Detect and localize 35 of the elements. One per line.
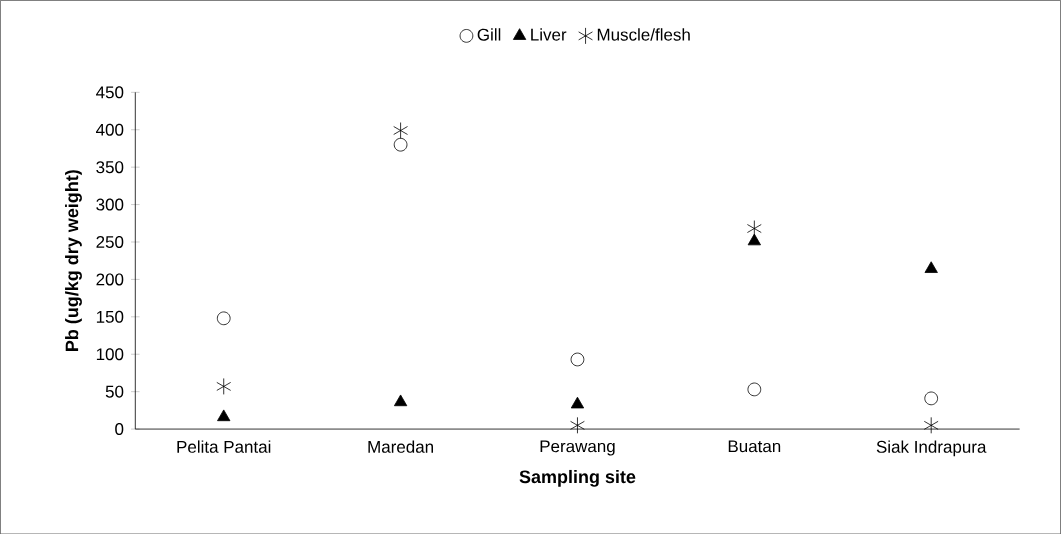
point [747,233,761,246]
x-tick-label: Maredan [368,440,433,453]
y-tick-label: 0 [115,422,124,435]
y-tick-label: 400 [96,123,124,136]
point [216,377,232,395]
x-tick-label: Perawang [540,440,615,456]
y-tick-label: 450 [96,86,124,99]
y-tick-label: 200 [96,273,124,286]
point [747,219,762,237]
y-tick-label: 150 [96,310,124,323]
point [570,352,585,367]
point [393,137,408,152]
y-tick-label: 350 [96,160,124,173]
point [393,394,408,406]
point [570,396,585,409]
legend-label: Liver [531,28,567,41]
x-axis-title: Sampling site [519,469,636,487]
x-tick-label: Pelita Pantai [177,440,271,453]
legend-label: Muscle/flesh [597,28,690,41]
legend-label: Gill [477,28,501,41]
point [393,121,408,139]
y-tick-label: 300 [96,198,124,211]
y-tick-label: 250 [96,235,124,248]
point [216,311,231,325]
point [570,416,585,434]
y-axis-title: Pb (ug/kg dry weight) [65,169,82,351]
point [924,261,938,273]
point [923,416,939,434]
y-tick-label: 100 [96,348,124,361]
x-tick-label: Siak Indrapura [876,440,987,457]
point [217,409,231,421]
y-tick-label: 50 [105,385,124,398]
point [747,382,762,397]
x-tick-label: Buatan [728,440,781,453]
point [924,391,938,405]
